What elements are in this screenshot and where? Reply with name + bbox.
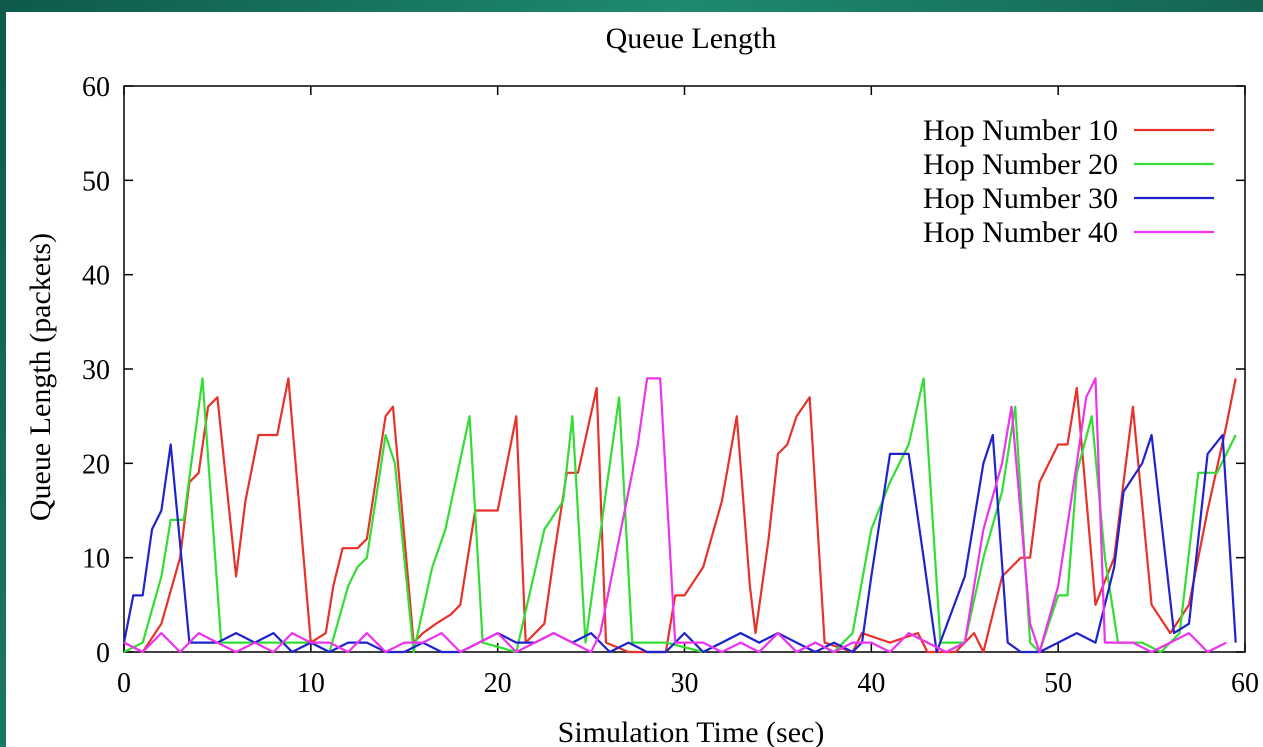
x-axis-ticks: 0 10 20 30 40 50 60 xyxy=(117,86,1259,699)
y-tick-label: 20 xyxy=(82,449,110,480)
x-tick-label: 20 xyxy=(484,668,512,699)
y-axis-ticks: 0 10 20 30 40 50 60 xyxy=(82,72,1245,669)
y-axis-label: Queue Length (packets) xyxy=(24,233,57,521)
x-tick-label: 50 xyxy=(1044,668,1072,699)
series-line-hop-number-30 xyxy=(122,433,1237,654)
legend-label: Hop Number 40 xyxy=(923,216,1118,249)
y-tick-label: 0 xyxy=(96,638,110,669)
x-tick-label: 10 xyxy=(297,668,325,699)
line-chart: Queue Length 0 10 20 30 40 50 60 0 10 20 30 40 50 60… xyxy=(24,22,1259,747)
y-tick-label: 10 xyxy=(82,544,110,575)
x-tick-label: 40 xyxy=(857,668,885,699)
y-tick-label: 30 xyxy=(82,355,110,386)
series-line-hop-number-10 xyxy=(123,377,1237,654)
legend-label: Hop Number 10 xyxy=(923,114,1118,147)
chart-frame: Queue Length 0 10 20 30 40 50 60 0 10 20 30 40 50 60… xyxy=(6,12,1263,747)
x-tick-label: 0 xyxy=(117,668,131,699)
chart-title: Queue Length xyxy=(606,22,777,55)
series-lines xyxy=(122,377,1237,654)
y-tick-label: 40 xyxy=(82,261,110,292)
x-tick-label: 60 xyxy=(1231,668,1259,699)
x-tick-label: 30 xyxy=(671,668,699,699)
series-line-hop-number-40 xyxy=(123,377,1227,654)
x-axis-label: Simulation Time (sec) xyxy=(558,716,825,747)
y-tick-label: 50 xyxy=(82,166,110,197)
y-tick-label: 60 xyxy=(82,72,110,103)
legend-label: Hop Number 30 xyxy=(923,182,1118,215)
legend-label: Hop Number 20 xyxy=(923,148,1118,181)
